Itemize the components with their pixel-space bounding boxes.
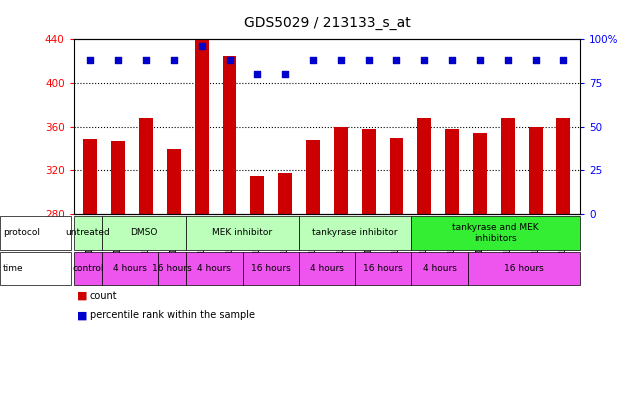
Bar: [278, 173, 292, 214]
Bar: [501, 118, 515, 214]
Bar: [390, 138, 403, 214]
Bar: [334, 127, 348, 214]
Point: [308, 57, 318, 63]
Text: 16 hours: 16 hours: [504, 264, 544, 273]
Text: DMSO: DMSO: [130, 228, 158, 237]
Bar: [417, 118, 431, 214]
Text: 4 hours: 4 hours: [310, 264, 344, 273]
Bar: [195, 39, 209, 214]
Bar: [222, 56, 237, 214]
Bar: [556, 118, 570, 214]
Bar: [112, 141, 125, 214]
Text: 4 hours: 4 hours: [197, 264, 231, 273]
Point: [447, 57, 457, 63]
Bar: [473, 133, 487, 214]
Point: [503, 57, 513, 63]
Point: [558, 57, 569, 63]
Text: 16 hours: 16 hours: [251, 264, 290, 273]
Bar: [167, 149, 181, 214]
Point: [85, 57, 96, 63]
Point: [224, 57, 235, 63]
Bar: [251, 176, 264, 214]
Point: [197, 43, 207, 50]
Text: control: control: [72, 264, 104, 273]
Text: ■: ■: [77, 310, 87, 320]
Text: 4 hours: 4 hours: [422, 264, 456, 273]
Bar: [362, 129, 376, 214]
Point: [280, 71, 290, 77]
Text: 16 hours: 16 hours: [363, 264, 403, 273]
Bar: [83, 139, 97, 214]
Point: [419, 57, 429, 63]
Point: [336, 57, 346, 63]
Text: count: count: [90, 291, 117, 301]
Bar: [445, 129, 459, 214]
Point: [363, 57, 374, 63]
Text: untreated: untreated: [65, 228, 110, 237]
Text: GDS5029 / 213133_s_at: GDS5029 / 213133_s_at: [244, 16, 410, 30]
Point: [392, 57, 402, 63]
Text: tankyrase and MEK
inhibitors: tankyrase and MEK inhibitors: [453, 223, 539, 242]
Bar: [306, 140, 320, 214]
Point: [141, 57, 151, 63]
Point: [169, 57, 179, 63]
Text: MEK inhibitor: MEK inhibitor: [212, 228, 272, 237]
Bar: [529, 127, 542, 214]
Point: [531, 57, 541, 63]
Text: 16 hours: 16 hours: [153, 264, 192, 273]
Text: 4 hours: 4 hours: [113, 264, 147, 273]
Point: [475, 57, 485, 63]
Point: [252, 71, 262, 77]
Text: percentile rank within the sample: percentile rank within the sample: [90, 310, 254, 320]
Bar: [139, 118, 153, 214]
Text: protocol: protocol: [3, 228, 40, 237]
Text: tankyrase inhibitor: tankyrase inhibitor: [312, 228, 398, 237]
Point: [113, 57, 123, 63]
Text: time: time: [3, 264, 24, 273]
Text: ■: ■: [77, 291, 87, 301]
